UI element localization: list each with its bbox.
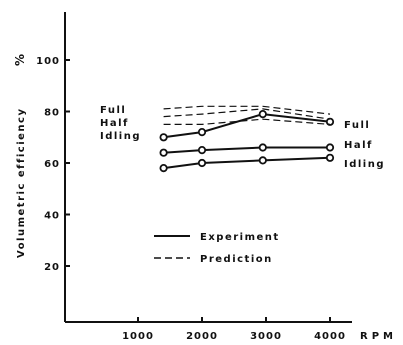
series-line-idling-prediction [163,118,331,126]
series-line-full-prediction [163,105,331,115]
data-point-idling-experiment [325,153,335,162]
right-series-labels: Full Half Idling [344,120,385,170]
data-point-half-experiment [258,143,267,152]
data-point-idling-experiment [197,158,207,168]
x-tick-label: 1000 [122,331,154,342]
y-tick-label: 20 [44,262,60,273]
x-tick-label: 2000 [186,331,218,342]
data-point-half-experiment [325,143,335,152]
right-label-half: Half [344,140,373,151]
data-point-full-experiment [258,110,267,119]
y-axis-unit: % [13,52,27,66]
left-label-full: Full [100,105,126,116]
y-axis-label: Volumetric efficiency [16,108,27,258]
y-ticks: 20 40 60 80 100 [36,56,70,273]
y-tick-label: 40 [44,211,60,222]
series-line-half-experiment [163,146,330,154]
left-label-half: Half [100,118,129,129]
data-point-half-experiment [197,146,207,155]
left-label-idling: Idling [100,131,141,142]
right-label-full: Full [344,120,370,131]
data-point-half-experiment [159,148,168,157]
data-point-full-experiment [159,133,168,142]
y-tick-label: 60 [44,159,60,170]
series-line-full-experiment [163,113,331,139]
x-axis-label: RPM [360,331,397,342]
x-tick-label: 4000 [314,331,346,342]
legend: Experiment Prediction [154,232,280,265]
legend-label-prediction: Prediction [200,254,273,265]
series-line-half-prediction [163,108,331,120]
data-point-idling-experiment [258,156,267,165]
y-tick-label: 100 [36,56,60,67]
legend-label-experiment: Experiment [200,232,280,243]
data-point-full-experiment [197,128,207,137]
y-tick-label: 80 [44,108,60,119]
x-ticks: 1000 2000 3000 4000 [122,317,346,342]
right-label-idling: Idling [344,159,385,170]
x-tick-label: 3000 [250,331,282,342]
left-series-labels: Full Half Idling [100,105,141,142]
data-point-idling-experiment [159,164,168,173]
series-group [159,105,335,173]
series-line-idling-experiment [163,156,331,170]
